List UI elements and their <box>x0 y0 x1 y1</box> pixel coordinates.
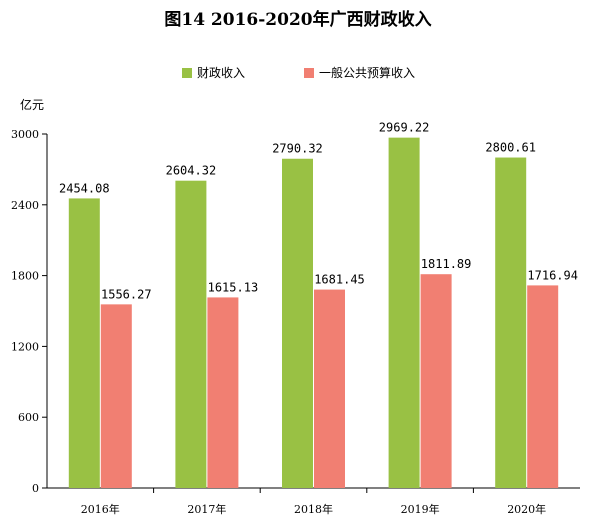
legend-label-1: 一般公共预算收入 <box>319 65 415 80</box>
data-label-1-4: 1716.94 <box>527 268 578 282</box>
y-tick-label-0: 0 <box>32 482 39 495</box>
data-label-1-1: 1615.13 <box>208 280 259 294</box>
legend: 财政收入 一般公共预算收入 <box>182 65 415 80</box>
data-label-0-3: 2969.22 <box>379 121 430 135</box>
legend-label-0: 财政收入 <box>197 66 245 80</box>
bar-0-4 <box>495 157 527 488</box>
data-label-0-1: 2604.32 <box>166 164 217 178</box>
y-tick-label-2: 1200 <box>11 340 39 353</box>
bar-1-2 <box>314 289 345 488</box>
legend-swatch-1 <box>304 68 314 78</box>
bar-1-0 <box>100 304 132 488</box>
x-categories: 2016年 2017年 2018年 2019年 2020年 <box>81 488 546 516</box>
data-label-1-0: 1556.27 <box>101 287 152 301</box>
bar-0-2 <box>282 158 313 488</box>
data-labels: 2454.08 1556.27 2604.32 1615.13 2790.32 1681.… <box>59 121 578 302</box>
bar-0-0 <box>68 198 100 488</box>
bars <box>68 137 559 489</box>
data-label-1-2: 1681.45 <box>314 273 365 287</box>
x-category-label-1: 2017年 <box>187 502 226 516</box>
x-category-label-4: 2020年 <box>507 502 546 516</box>
y-ticks: 0 600 1200 1800 2400 3000 <box>11 128 47 495</box>
x-category-label-3: 2019年 <box>401 502 440 516</box>
y-tick-label-4: 2400 <box>11 199 39 212</box>
y-tick-label-5: 3000 <box>11 128 39 141</box>
y-tick-label-1: 600 <box>18 411 39 424</box>
data-label-0-2: 2790.32 <box>272 142 323 156</box>
chart-title: 图14 2016-2020年广西财政收入 <box>164 9 431 30</box>
bar-1-4 <box>527 285 559 488</box>
y-tick-label-3: 1800 <box>11 270 39 283</box>
bar-0-3 <box>388 137 420 489</box>
bar-1-3 <box>420 274 452 488</box>
x-category-label-0: 2016年 <box>81 502 120 516</box>
x-category-label-2: 2018年 <box>294 502 333 516</box>
data-label-1-3: 1811.89 <box>421 257 472 271</box>
legend-swatch-0 <box>182 68 192 78</box>
data-label-0-0: 2454.08 <box>59 181 110 195</box>
bar-0-1 <box>175 180 207 488</box>
data-label-0-4: 2800.61 <box>485 141 536 155</box>
y-axis-unit: 亿元 <box>20 97 44 112</box>
bar-1-1 <box>207 297 239 488</box>
